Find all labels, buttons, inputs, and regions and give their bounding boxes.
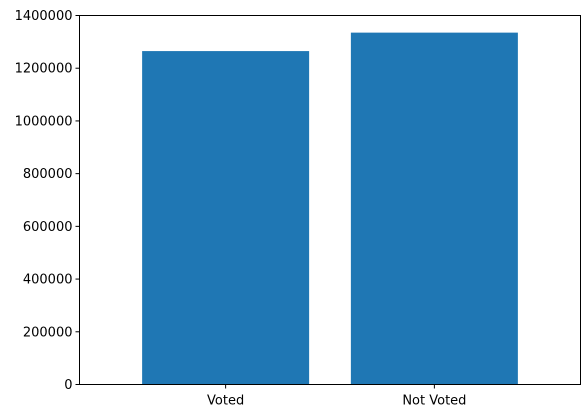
bar-not-voted xyxy=(350,32,518,385)
x-axis: Voted Not Voted xyxy=(207,384,466,409)
y-tick-label: 1000000 xyxy=(15,114,73,129)
bar-voted xyxy=(142,51,310,385)
x-tick-label: Not Voted xyxy=(402,394,466,409)
y-tick-label: 600000 xyxy=(23,220,73,235)
x-tick-label: Voted xyxy=(207,394,244,409)
y-tick-label: 400000 xyxy=(23,273,73,288)
plot-frame xyxy=(79,15,581,385)
y-tick-label: 200000 xyxy=(23,325,73,340)
y-axis: 0 200000 400000 600000 800000 1000000 1200000 1… xyxy=(15,9,80,393)
y-tick-label: 0 xyxy=(64,378,72,393)
bars-group xyxy=(142,32,518,385)
y-tick-label: 1200000 xyxy=(15,62,73,77)
y-tick-label: 1400000 xyxy=(15,9,73,24)
y-tick-label: 800000 xyxy=(23,167,73,182)
